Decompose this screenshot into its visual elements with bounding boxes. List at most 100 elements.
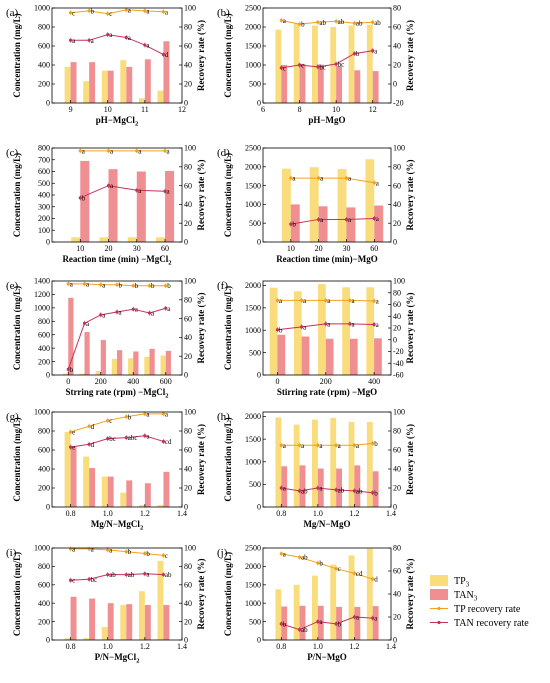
tan3-bar xyxy=(374,338,382,375)
tan-recovery-sig-label: ab xyxy=(301,487,308,495)
x-axis-title: Mg/N−MgO xyxy=(303,519,350,529)
x-axis-title: Mg/N−MgCl2 xyxy=(91,519,143,532)
legend-label-main: TP xyxy=(454,576,466,587)
y-tick-label: 2500 xyxy=(245,544,261,553)
y-tick-label: 0 xyxy=(46,371,50,380)
tan-recovery-sig-label: a xyxy=(146,432,150,440)
tan-recovery-sig-label: a xyxy=(135,306,139,314)
tp3-bar xyxy=(83,456,90,507)
y-tick-label: 500 xyxy=(249,480,261,489)
legend-label-sub: 3 xyxy=(466,581,470,589)
x-tick-label: 1.0 xyxy=(103,642,113,651)
x-axis-title: Stirring rate (rpm) −MgO xyxy=(277,387,377,397)
tan-recovery-sig-label: ab xyxy=(165,571,172,579)
y2-tick-label: 40 xyxy=(184,465,192,474)
tan-recovery-sig-label: a xyxy=(109,31,113,39)
tan-recovery-sig-label: abc xyxy=(128,434,138,442)
tp3-bar xyxy=(64,431,71,507)
tp-recovery-sig-label: a xyxy=(303,297,307,305)
y-tick-label: 500 xyxy=(249,617,261,626)
tan3-bar xyxy=(317,468,324,507)
y-tick-label: 400 xyxy=(38,61,50,70)
tp-recovery-sig-label: ab xyxy=(374,19,381,27)
x-tick-label: 10 xyxy=(76,244,84,253)
y-axis-title: Concentration (mg/L) xyxy=(223,286,233,370)
y2-tick-label: 100 xyxy=(184,277,196,286)
tp-recovery-sig-label: b xyxy=(151,282,155,290)
tan3-bar xyxy=(80,160,90,242)
y2-tick-label: 40 xyxy=(393,465,401,474)
y-axis-title: Concentration (mg/L) xyxy=(12,552,22,636)
y2-tick-label: -40 xyxy=(393,359,404,368)
y2-tick-label: 0 xyxy=(184,99,188,108)
y-tick-label: 0 xyxy=(257,99,261,108)
tan3-bar xyxy=(163,41,170,103)
tan-recovery-line xyxy=(281,50,373,69)
tp3-bar xyxy=(275,589,282,640)
tp3-bar xyxy=(79,373,85,375)
panel-label: (i) xyxy=(6,547,17,559)
x-tick-label: 1.0 xyxy=(313,509,323,518)
y-tick-label: 2000 xyxy=(245,412,261,421)
tp-recovery-line xyxy=(281,442,373,446)
tp3-bar xyxy=(127,237,137,242)
tp-recovery-sig-label: a xyxy=(292,175,296,183)
tp-recovery-sig-label: a xyxy=(102,281,106,289)
y-tick-label: 2000 xyxy=(245,281,261,290)
tp3-bar xyxy=(99,237,109,242)
tan-recovery-sig-label: c xyxy=(301,62,304,70)
y-tick-label: 1000 xyxy=(34,4,50,13)
tan3-bar xyxy=(336,606,342,640)
tp3-bar xyxy=(71,237,81,242)
tan3-bar xyxy=(299,63,306,103)
tan-recovery-sig-label: b xyxy=(70,366,74,374)
tan-recovery-sig-label: a xyxy=(110,182,114,190)
y2-tick-label: 80 xyxy=(393,427,401,436)
x-tick-label: 0.8 xyxy=(66,642,76,651)
y2-axis-title: Recovery rate (%) xyxy=(405,160,415,231)
x-axis-title-main: pH−MgCl xyxy=(96,115,136,125)
x-axis-title-sub: 2 xyxy=(136,658,139,665)
tan3-bar xyxy=(281,466,288,507)
x-axis-title-main: Mg/N−MgCl xyxy=(91,519,141,529)
tan3-bar xyxy=(299,605,306,640)
tan-recovery-line xyxy=(290,218,375,225)
tp3-bar xyxy=(269,287,278,375)
tan-recovery-sig-label: cd xyxy=(165,438,172,446)
tp3-bar xyxy=(63,373,69,375)
legend-label: TP recovery rate xyxy=(454,604,521,615)
y2-axis-title: Recovery rate (%) xyxy=(196,559,206,630)
tan-recovery-sig-label: bc xyxy=(91,576,98,584)
tan3-bar xyxy=(354,465,361,507)
tp-recovery-sig-label: b xyxy=(374,440,378,448)
tan3-bar xyxy=(136,171,146,242)
x-tick-label: 10 xyxy=(332,105,340,114)
tp-recovery-line xyxy=(281,19,373,25)
tan-recovery-sig-label: a xyxy=(374,615,378,623)
tp3-bar xyxy=(312,25,318,104)
y-tick-label: 1500 xyxy=(245,304,261,313)
tp3-bar xyxy=(366,24,373,103)
x-axis-title-sub: 2 xyxy=(140,525,143,532)
x-tick-label: 1.2 xyxy=(140,642,150,651)
tp-recovery-sig-label: a xyxy=(128,6,132,14)
y-tick-label: 0 xyxy=(46,238,50,247)
tp-recovery-sig-label: b xyxy=(301,21,305,29)
y-tick-label: 200 xyxy=(38,617,50,626)
y-tick-label: 200 xyxy=(38,214,50,223)
y-tick-label: 0 xyxy=(257,636,261,645)
tp3-bar xyxy=(293,424,300,507)
tp-recovery-line xyxy=(70,9,164,15)
y-tick-label: 1000 xyxy=(245,599,261,608)
y-axis-title: Concentration (mg/L) xyxy=(12,417,22,501)
panel-label: (c) xyxy=(6,147,19,159)
tp-recovery-sig-label: b xyxy=(128,548,132,556)
x-tick-label: 20 xyxy=(105,244,113,253)
tp-recovery-line xyxy=(70,413,164,433)
tp-recovery-sig-label: b xyxy=(167,282,171,290)
tan3-bar xyxy=(372,71,379,103)
tan-recovery-sig-label: a xyxy=(72,37,76,45)
y2-axis-title: Recovery rate (%) xyxy=(196,293,206,364)
tp3-bar xyxy=(365,159,375,242)
